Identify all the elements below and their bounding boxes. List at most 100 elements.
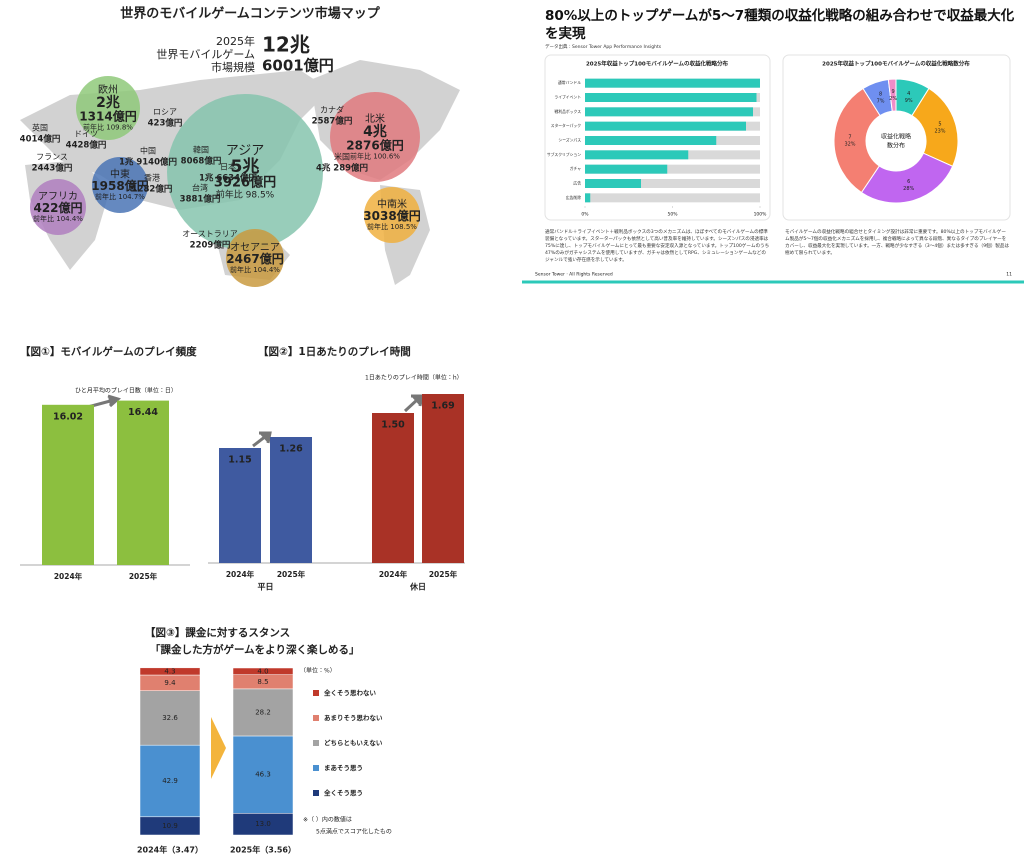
region-amount: 2467億円 [226,251,283,266]
region-yoy: 前年比 108.5% [367,222,417,231]
footer: Sensor Tower · All Rights Reserved [535,272,613,278]
region-amount: 3038億円 [363,208,420,223]
slice-category: 6 [907,179,910,185]
note: 5点満点でスコア化したもの [316,828,392,836]
subtitle: 「課金した方がゲームをより深く楽しめる」 [150,643,359,656]
category-label: 広告削除 [566,195,581,200]
region-yoy: 前年比 104.7% [95,192,145,201]
region-yoy: 前年比 104.4% [230,265,280,274]
region-bubble [76,76,140,140]
region-bubble [364,187,420,243]
value-label: 28.2 [255,708,271,716]
region-value: 4兆 [363,124,387,140]
region-bubble [92,157,148,213]
slice-label: 9% [905,98,913,104]
bar [585,136,717,145]
donut-slice [833,87,881,194]
country-amount: 8068億円 [181,156,222,167]
bar [585,150,689,160]
legend-swatch [313,715,319,721]
country-name: ロシア [153,108,177,117]
value-label: 13.0 [255,820,271,828]
bar [585,93,757,102]
country-amount: 2587億円 [312,116,353,127]
bar [42,404,94,565]
annotation: 1日あたりのプレイ時間（単位：h） [365,374,463,382]
source: データ出典：Sensor Tower App Performance Insig… [545,45,662,50]
chart-title: 【図①】モバイルゲームのプレイ頻度 [20,345,197,358]
region-bubble [30,179,86,235]
total-year: 2025年 [216,34,255,48]
category-label: ガチャ [570,166,582,171]
country-name: 韓国 [193,145,209,155]
country-name: カナダ [320,105,344,115]
value-label: 4.0 [257,667,268,675]
country-amount: 3881億円 [180,194,221,205]
bar [219,448,261,563]
country-name: 中国 [140,146,156,156]
bar [585,107,753,117]
country-name: フランス [36,153,68,162]
x-tick-label: 2024年 [379,569,408,579]
region-bubble [167,94,323,250]
group-label: 休日 [409,582,426,592]
bar-track [585,179,760,188]
region-value: 2兆 [96,95,120,111]
legend-label: 全くそう思う [324,788,363,797]
slice-label: 32% [844,141,855,147]
chart-title: 2025年収益トップ100モバイルゲームの収益化戦略分布 [586,60,729,68]
country-amount: 1兆 6634億円 [199,173,257,184]
value-label: 4.3 [164,667,175,675]
bar [585,193,591,203]
x-tick-label: 2025年 [277,569,306,579]
value-label: 8.5 [257,678,268,686]
total-label: 市場規模 [211,60,255,74]
annotation: ひと月平均のプレイ日数（単位：日） [75,387,177,395]
chart-title: 2025年収益トップ100モバイルゲームの収益化戦略数分布 [822,60,970,68]
legend-swatch [313,740,319,746]
country-name: 米国 [334,152,350,162]
center-label: 数分布 [887,142,905,150]
bar-segment [139,690,201,746]
bar [117,400,169,565]
bar-segment [232,667,294,675]
region-yoy: 前年比 100.6% [350,152,400,161]
arrow [211,717,226,779]
bar [270,437,312,563]
category-label: サブスクリプション [547,152,581,157]
country-amount: 4014億円 [20,134,61,145]
paragraph: 通常バンドル＋ライブイベント＋戦利品ボックスの3つのメカニズムは、ほぼすべてのモ… [545,230,770,263]
value-label: 16.44 [128,407,158,418]
x-tick-label: 2024年 [226,569,255,579]
region-yoy: 前年比 109.8% [83,123,133,132]
note: ※（ ）内の数値は [303,816,352,824]
category-label: スターターパック [551,123,582,128]
chart-title: 【図③】課金に対するスタンス [145,626,290,639]
donut-slice [860,152,954,204]
map-title: 世界のモバイルゲームコンテンツ市場マップ [120,6,381,22]
donut-slice [887,78,897,112]
region-name: 北米 [365,112,385,125]
country-name: 日本 [220,162,236,172]
legend-swatch [313,765,319,771]
value-label: 10.9 [162,822,178,830]
country-name: ドイツ [74,130,98,139]
region-bubble [226,229,284,287]
region-yoy: 前年比 98.5% [216,189,275,201]
x-tick-label: 50% [667,212,678,218]
region-name: 欧州 [98,83,118,96]
slice-category: 7 [848,134,851,140]
page-number: 11 [1006,272,1012,278]
region-yoy: 前年比 104.4% [33,214,83,223]
country-amount: 423億円 [148,118,183,129]
bar-track [585,193,760,203]
region-name: オセアニア [230,242,280,254]
paragraph: モバイルゲームの収益化戦略の組合せとタイミング設計は非常に重要です。80%以上の… [785,230,1010,256]
region-amount: 422億円 [33,200,82,215]
total-label: 世界モバイルゲーム [156,48,255,61]
slice-category: 4 [907,91,910,97]
value-label: 1.69 [431,401,454,412]
bar-track [585,164,760,174]
